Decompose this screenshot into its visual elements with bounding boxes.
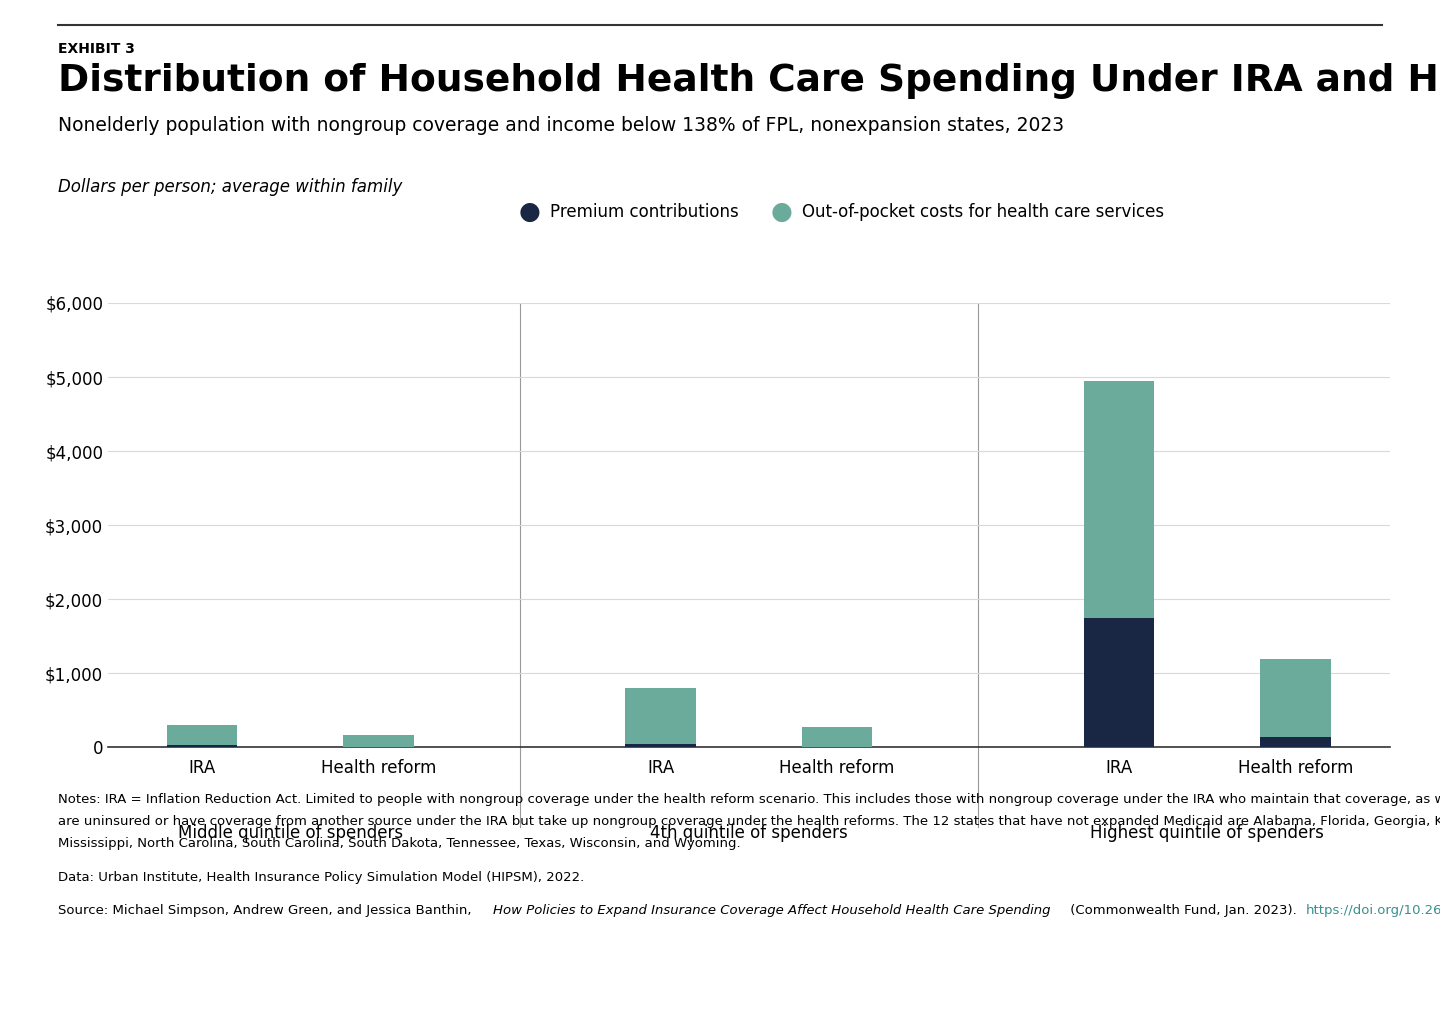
Text: (Commonwealth Fund, Jan. 2023).: (Commonwealth Fund, Jan. 2023). [1066,904,1302,917]
Bar [1084,618,1155,747]
Text: 4th quintile of spenders: 4th quintile of spenders [649,824,848,841]
Text: Out-of-pocket costs for health care services: Out-of-pocket costs for health care serv… [802,203,1164,221]
Bar [167,745,238,747]
Text: Mississippi, North Carolina, South Carolina, South Dakota, Tennessee, Texas, Wis: Mississippi, North Carolina, South Carol… [58,837,740,850]
Bar [343,735,413,747]
Text: How Policies to Expand Insurance Coverage Affect Household Health Care Spending: How Policies to Expand Insurance Coverag… [492,904,1051,917]
Bar [1084,381,1155,618]
Text: Middle quintile of spenders: Middle quintile of spenders [177,824,403,841]
Text: Notes: IRA = Inflation Reduction Act. Limited to people with nongroup coverage u: Notes: IRA = Inflation Reduction Act. Li… [58,793,1440,806]
Text: https://doi.org/10.26099/fv5e-sh06: https://doi.org/10.26099/fv5e-sh06 [1306,904,1440,917]
Text: Data: Urban Institute, Health Insurance Policy Simulation Model (HIPSM), 2022.: Data: Urban Institute, Health Insurance … [58,871,583,884]
Bar [625,688,696,743]
Text: Distribution of Household Health Care Spending Under IRA and Health Reforms: Distribution of Household Health Care Sp… [58,63,1440,99]
Text: EXHIBIT 3: EXHIBIT 3 [58,42,134,57]
Text: are uninsured or have coverage from another source under the IRA but take up non: are uninsured or have coverage from anot… [58,815,1440,828]
Bar [625,743,696,747]
Text: Highest quintile of spenders: Highest quintile of spenders [1090,824,1325,841]
Text: Premium contributions: Premium contributions [550,203,739,221]
Bar [1260,737,1331,747]
Text: Source: Michael Simpson, Andrew Green, and Jessica Banthin,: Source: Michael Simpson, Andrew Green, a… [58,904,475,917]
Text: Nonelderly population with nongroup coverage and income below 138% of FPL, nonex: Nonelderly population with nongroup cove… [58,116,1064,135]
Text: ●: ● [770,200,792,224]
Text: Dollars per person; average within family: Dollars per person; average within famil… [58,178,402,196]
Bar [802,727,873,747]
Bar [167,725,238,745]
Text: ●: ● [518,200,540,224]
Bar [1260,660,1331,737]
